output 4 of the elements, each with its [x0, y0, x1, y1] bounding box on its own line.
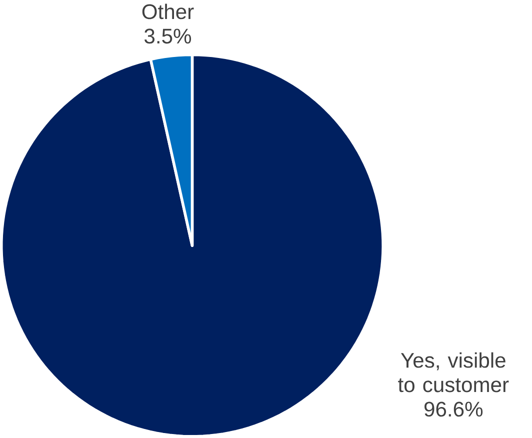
slice-label: Yes, visible to customer: [398, 352, 509, 392]
data-label: 96.6%: [424, 402, 483, 417]
slice-label: Other: [142, 4, 194, 20]
data-label: 3.5%: [144, 28, 192, 44]
